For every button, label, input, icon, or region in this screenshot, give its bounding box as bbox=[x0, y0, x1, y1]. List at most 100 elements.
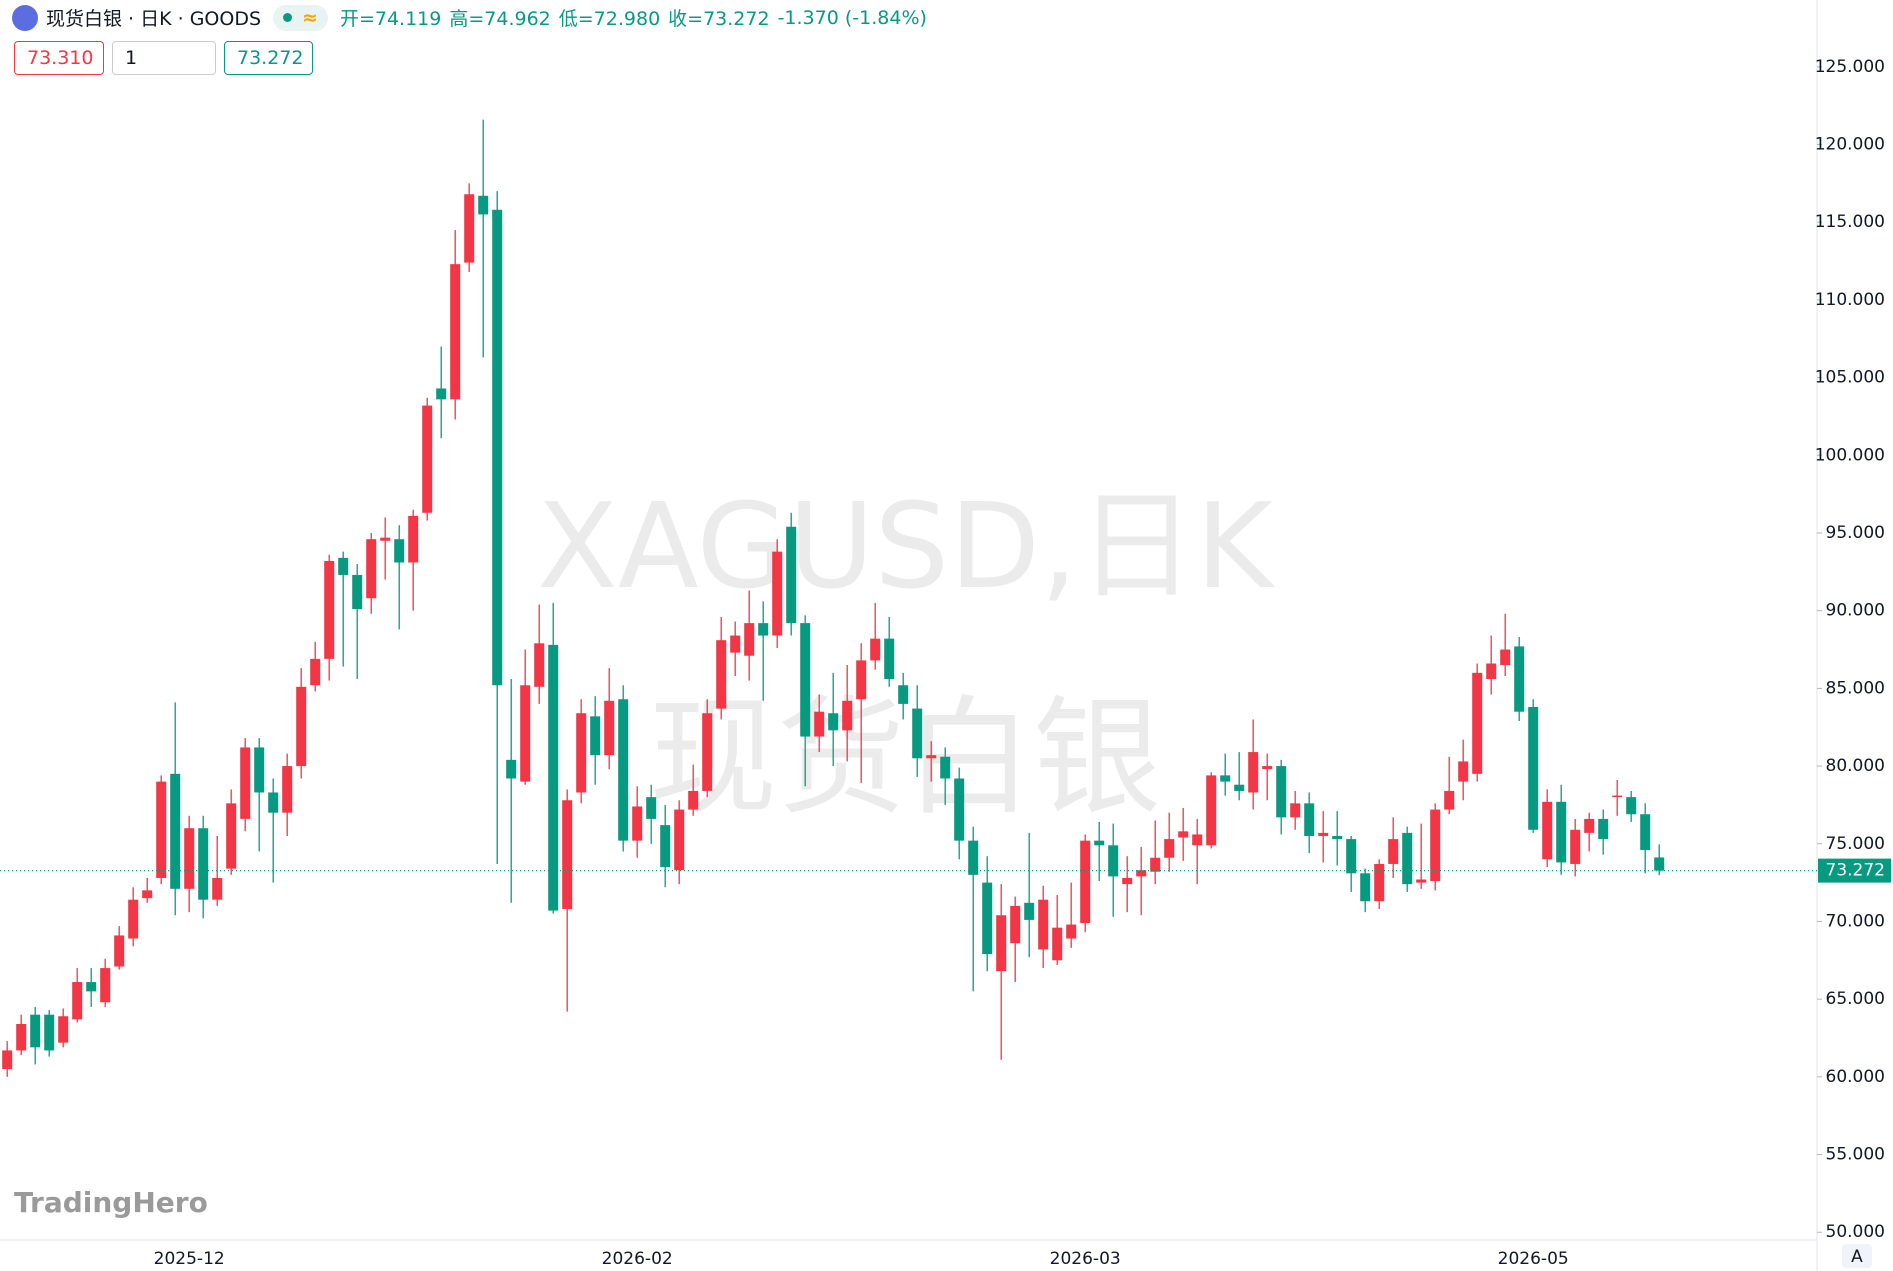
watermark: 现货白银 bbox=[649, 684, 1161, 833]
candle-body bbox=[828, 713, 839, 731]
candle-body bbox=[1472, 672, 1483, 774]
candle-body bbox=[632, 806, 643, 841]
candle-body bbox=[1290, 803, 1301, 818]
candle-body bbox=[324, 560, 335, 659]
candle-body bbox=[688, 790, 699, 810]
candle-body bbox=[1080, 840, 1091, 924]
candle-body bbox=[282, 766, 293, 813]
candle-body bbox=[114, 935, 125, 967]
candle-body bbox=[1318, 832, 1329, 836]
candle-body bbox=[352, 574, 363, 610]
candle-body bbox=[184, 828, 195, 889]
candle-body bbox=[856, 660, 867, 700]
candle-body bbox=[1262, 766, 1273, 770]
y-tick-label: 105.000 bbox=[1815, 368, 1885, 388]
candle-body bbox=[1458, 761, 1469, 782]
ohlc-close: 收=73.272 bbox=[668, 8, 770, 30]
ohlc-low: 低=72.980 bbox=[558, 8, 661, 30]
buy-price[interactable]: 73.272 bbox=[224, 41, 313, 75]
symbol-title: 现货白银 · 日K · GOODS bbox=[46, 8, 262, 30]
candle-body bbox=[576, 713, 587, 793]
candle-body bbox=[954, 778, 965, 841]
candle-body bbox=[198, 828, 209, 900]
candle-body bbox=[478, 195, 489, 215]
candle-body bbox=[1024, 902, 1035, 920]
candle-body bbox=[142, 890, 153, 899]
candle-body bbox=[30, 1014, 41, 1048]
candle-body bbox=[128, 899, 139, 939]
candle-body bbox=[408, 515, 419, 563]
candle-body bbox=[1304, 803, 1315, 836]
candle-body bbox=[1192, 834, 1203, 846]
y-tick-label: 110.000 bbox=[1815, 290, 1885, 310]
candle-body bbox=[1514, 646, 1525, 712]
quantity-input[interactable]: 1 bbox=[112, 41, 216, 75]
sell-price[interactable]: 73.310 bbox=[14, 41, 104, 75]
candle-body bbox=[1038, 899, 1049, 950]
candle-body bbox=[744, 623, 755, 656]
candle-body bbox=[758, 623, 769, 636]
y-tick-label: 125.000 bbox=[1815, 57, 1885, 77]
candle-body bbox=[884, 638, 895, 680]
candle-body bbox=[1500, 649, 1511, 666]
candle-body bbox=[2, 1050, 13, 1070]
price-axis-bg bbox=[1817, 0, 1893, 1271]
watermark: XAGUSD,日K bbox=[537, 477, 1276, 615]
y-tick-label: 85.000 bbox=[1826, 678, 1885, 698]
candle-body bbox=[1122, 877, 1133, 885]
ohlc-open: 开=74.119 bbox=[339, 8, 442, 30]
candle-body bbox=[422, 405, 433, 513]
candle-body bbox=[1556, 801, 1567, 863]
candle-body bbox=[394, 539, 405, 563]
order-inputs: 73.310 1 73.272 bbox=[14, 41, 313, 75]
x-tick-label: 2026-02 bbox=[602, 1249, 673, 1269]
candle-body bbox=[996, 915, 1007, 972]
status-pill[interactable]: ≈ bbox=[273, 4, 328, 31]
y-tick-label: 115.000 bbox=[1815, 212, 1885, 232]
candle-body bbox=[1108, 845, 1119, 877]
candle-body bbox=[1612, 795, 1623, 798]
candle-body bbox=[1220, 775, 1231, 782]
candle-body bbox=[562, 800, 573, 910]
x-tick-label: 2025-12 bbox=[154, 1249, 225, 1269]
candle-body bbox=[898, 685, 909, 704]
candle-body bbox=[212, 877, 223, 900]
auto-scale-button[interactable] bbox=[1842, 1244, 1872, 1268]
candle-body bbox=[366, 539, 377, 599]
candle-body bbox=[1164, 839, 1175, 858]
last-price-badge bbox=[1818, 858, 1891, 883]
auto-scale-label[interactable]: A bbox=[1851, 1247, 1863, 1267]
candle-body bbox=[58, 1016, 69, 1043]
candle-body bbox=[1626, 797, 1637, 815]
status-dot bbox=[283, 13, 293, 22]
candle-body bbox=[772, 551, 783, 636]
candle-body bbox=[1430, 809, 1441, 882]
candle-body bbox=[786, 526, 797, 624]
candle-body bbox=[660, 825, 671, 868]
last-price-label: 73.272 bbox=[1826, 861, 1885, 881]
candle-body bbox=[520, 685, 531, 782]
candle-body bbox=[702, 713, 713, 791]
candle-body bbox=[814, 711, 825, 737]
candle-body bbox=[940, 756, 951, 779]
candle-body bbox=[436, 388, 447, 400]
candle-body bbox=[548, 644, 559, 911]
candle-body bbox=[1276, 766, 1287, 818]
ohlc-change: -1.370 (-1.84%) bbox=[777, 6, 927, 29]
candle-body bbox=[604, 700, 615, 756]
candle-body bbox=[100, 968, 111, 1003]
candle-body bbox=[506, 759, 517, 779]
candle-body bbox=[1570, 829, 1581, 864]
y-tick-label: 75.000 bbox=[1826, 834, 1885, 854]
candle-body bbox=[450, 264, 461, 400]
candle-body bbox=[1584, 818, 1595, 833]
y-tick-label: 60.000 bbox=[1826, 1067, 1885, 1087]
candle-body bbox=[674, 809, 685, 871]
symbol-icon bbox=[12, 4, 38, 31]
candle-body bbox=[1528, 707, 1539, 830]
candle-body bbox=[1486, 663, 1497, 680]
candle-body bbox=[1094, 840, 1105, 846]
y-tick-label: 80.000 bbox=[1826, 756, 1885, 776]
y-tick-label: 50.000 bbox=[1826, 1222, 1885, 1242]
